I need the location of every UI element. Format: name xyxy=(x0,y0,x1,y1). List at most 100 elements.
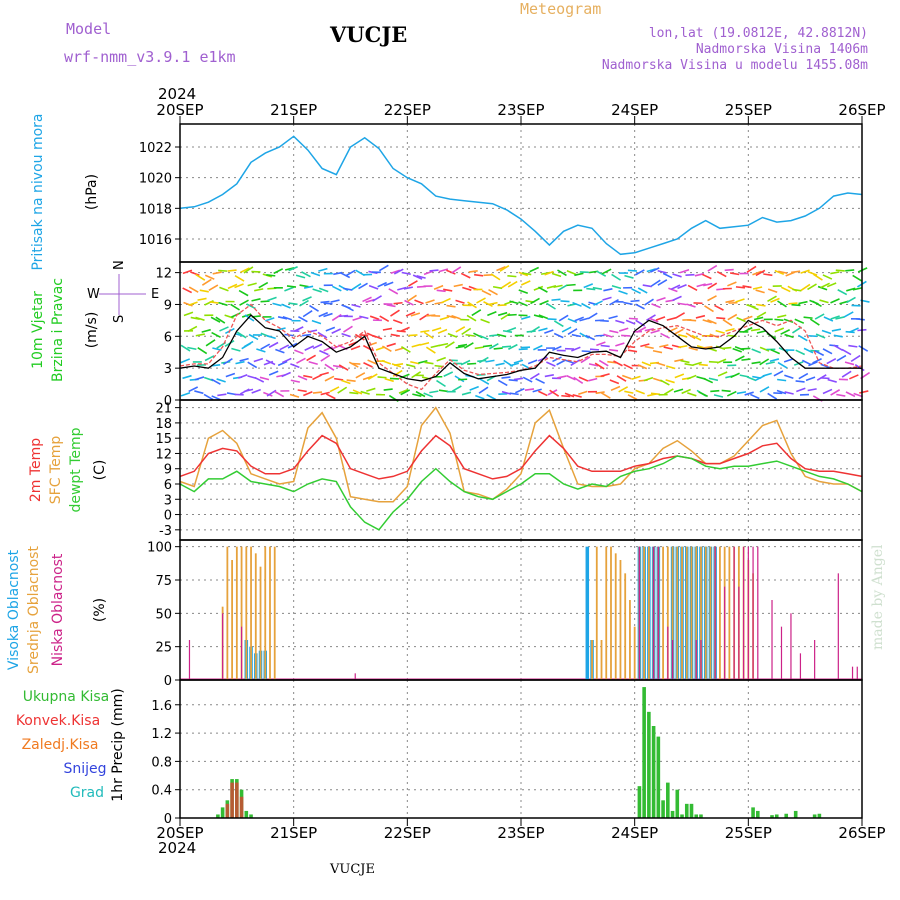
total-precip-bar xyxy=(774,814,779,818)
pressure-unit: (hPa) xyxy=(84,174,100,210)
wind-barb xyxy=(644,298,654,306)
wind-barb xyxy=(482,344,493,348)
compass-n: N xyxy=(112,260,127,270)
wind-barb xyxy=(455,326,466,333)
wind-barb xyxy=(480,318,490,324)
wind-unit: (m/s) xyxy=(84,312,100,349)
wind-barb xyxy=(826,282,837,288)
wind-barb xyxy=(750,328,761,332)
wind-barb xyxy=(556,359,566,366)
wind-barb xyxy=(454,375,465,383)
wind-barb xyxy=(195,333,205,337)
wind-barb xyxy=(317,331,328,339)
wind-barb xyxy=(518,289,529,294)
wind-barb xyxy=(659,379,670,386)
wind-barb xyxy=(657,279,668,286)
y-tick-label: -3 xyxy=(159,524,172,539)
wind-barb xyxy=(749,393,760,400)
wind-barb xyxy=(602,296,612,301)
wind-barb xyxy=(351,283,362,291)
wind-barb xyxy=(194,390,204,395)
wind-barb xyxy=(306,354,317,362)
wind-barb xyxy=(337,386,348,394)
wind-barb xyxy=(299,284,309,288)
wind-barb xyxy=(238,289,249,297)
wind-barb xyxy=(707,319,717,325)
wind-barb xyxy=(532,388,542,393)
wind-barb xyxy=(273,268,284,275)
wind-barb xyxy=(674,373,685,379)
total-precip-bar xyxy=(249,814,253,818)
wind-barb xyxy=(800,283,811,292)
total-precip-bar xyxy=(699,814,703,818)
wind-barb xyxy=(188,286,199,293)
low-cloud-bar xyxy=(752,546,754,680)
wind-barb xyxy=(433,284,444,290)
wind-barb xyxy=(600,373,610,378)
mid-cloud-bar xyxy=(259,566,262,680)
wind-barb xyxy=(377,281,387,288)
wind-barb xyxy=(209,301,219,304)
wind-barb xyxy=(384,377,394,383)
wind-barb xyxy=(266,389,277,397)
wind-barb xyxy=(792,288,802,292)
wind-barb xyxy=(704,305,714,313)
total-precip-bar xyxy=(661,800,665,818)
wind-barb xyxy=(397,286,407,291)
wind-barb xyxy=(600,344,610,348)
wind-barb xyxy=(226,392,237,396)
y-tick-label: 1022 xyxy=(139,141,172,156)
wind-barb xyxy=(844,361,855,366)
wind-barb xyxy=(390,333,400,337)
mid-cloud-bar xyxy=(676,546,679,680)
wind-barb xyxy=(627,394,638,401)
wind-barb xyxy=(358,282,368,290)
wind-barb xyxy=(646,314,656,321)
wind-barb xyxy=(289,393,300,398)
wind-barb xyxy=(672,295,682,302)
wind-barb xyxy=(807,388,817,392)
wind-barb xyxy=(552,345,562,352)
wind-barb xyxy=(488,301,498,306)
wind-barb xyxy=(393,363,404,366)
wind-barb xyxy=(225,372,236,378)
wind-barb xyxy=(641,361,652,367)
wind-barb xyxy=(383,388,393,391)
wind-barb xyxy=(429,390,439,394)
y-tick-label: 0.8 xyxy=(151,755,172,770)
wind-barb xyxy=(520,280,531,286)
wind-barb xyxy=(251,298,261,302)
wind-barb xyxy=(507,274,517,278)
wind-barb xyxy=(460,359,471,366)
wind-barb xyxy=(235,360,245,365)
wind-barb xyxy=(496,333,507,338)
wind-barb xyxy=(843,311,854,318)
wind-barb xyxy=(708,377,719,382)
wind-barb xyxy=(685,332,696,340)
wind-barb xyxy=(418,359,428,364)
wind-barb xyxy=(659,344,669,348)
x-tick-label: 26SEP xyxy=(838,824,885,842)
wind-barb xyxy=(674,358,684,363)
wind-barb xyxy=(238,373,248,379)
wind-barb xyxy=(579,332,590,339)
wind-barb xyxy=(254,376,265,383)
precip-legend-0: Ukupna Kisa xyxy=(23,689,110,705)
mid-cloud-bar xyxy=(666,546,669,680)
total-precip-bar xyxy=(670,810,675,818)
wind-barb xyxy=(279,344,290,351)
wind-barb xyxy=(627,269,637,272)
wind-barb xyxy=(331,285,342,292)
wind-barb xyxy=(753,316,764,321)
altitude-text: Nadmorska Visina 1406m xyxy=(695,42,868,57)
wind-barb xyxy=(382,327,393,331)
wind-barb xyxy=(188,301,198,307)
wind-barb xyxy=(759,386,770,393)
wind-barb xyxy=(595,334,605,337)
wind-barb xyxy=(274,390,285,398)
wind-barb xyxy=(826,357,837,365)
wind-barb xyxy=(835,316,845,320)
wind-barb xyxy=(290,379,301,383)
wind-barb xyxy=(393,301,403,305)
low-cloud-bar xyxy=(733,546,735,680)
